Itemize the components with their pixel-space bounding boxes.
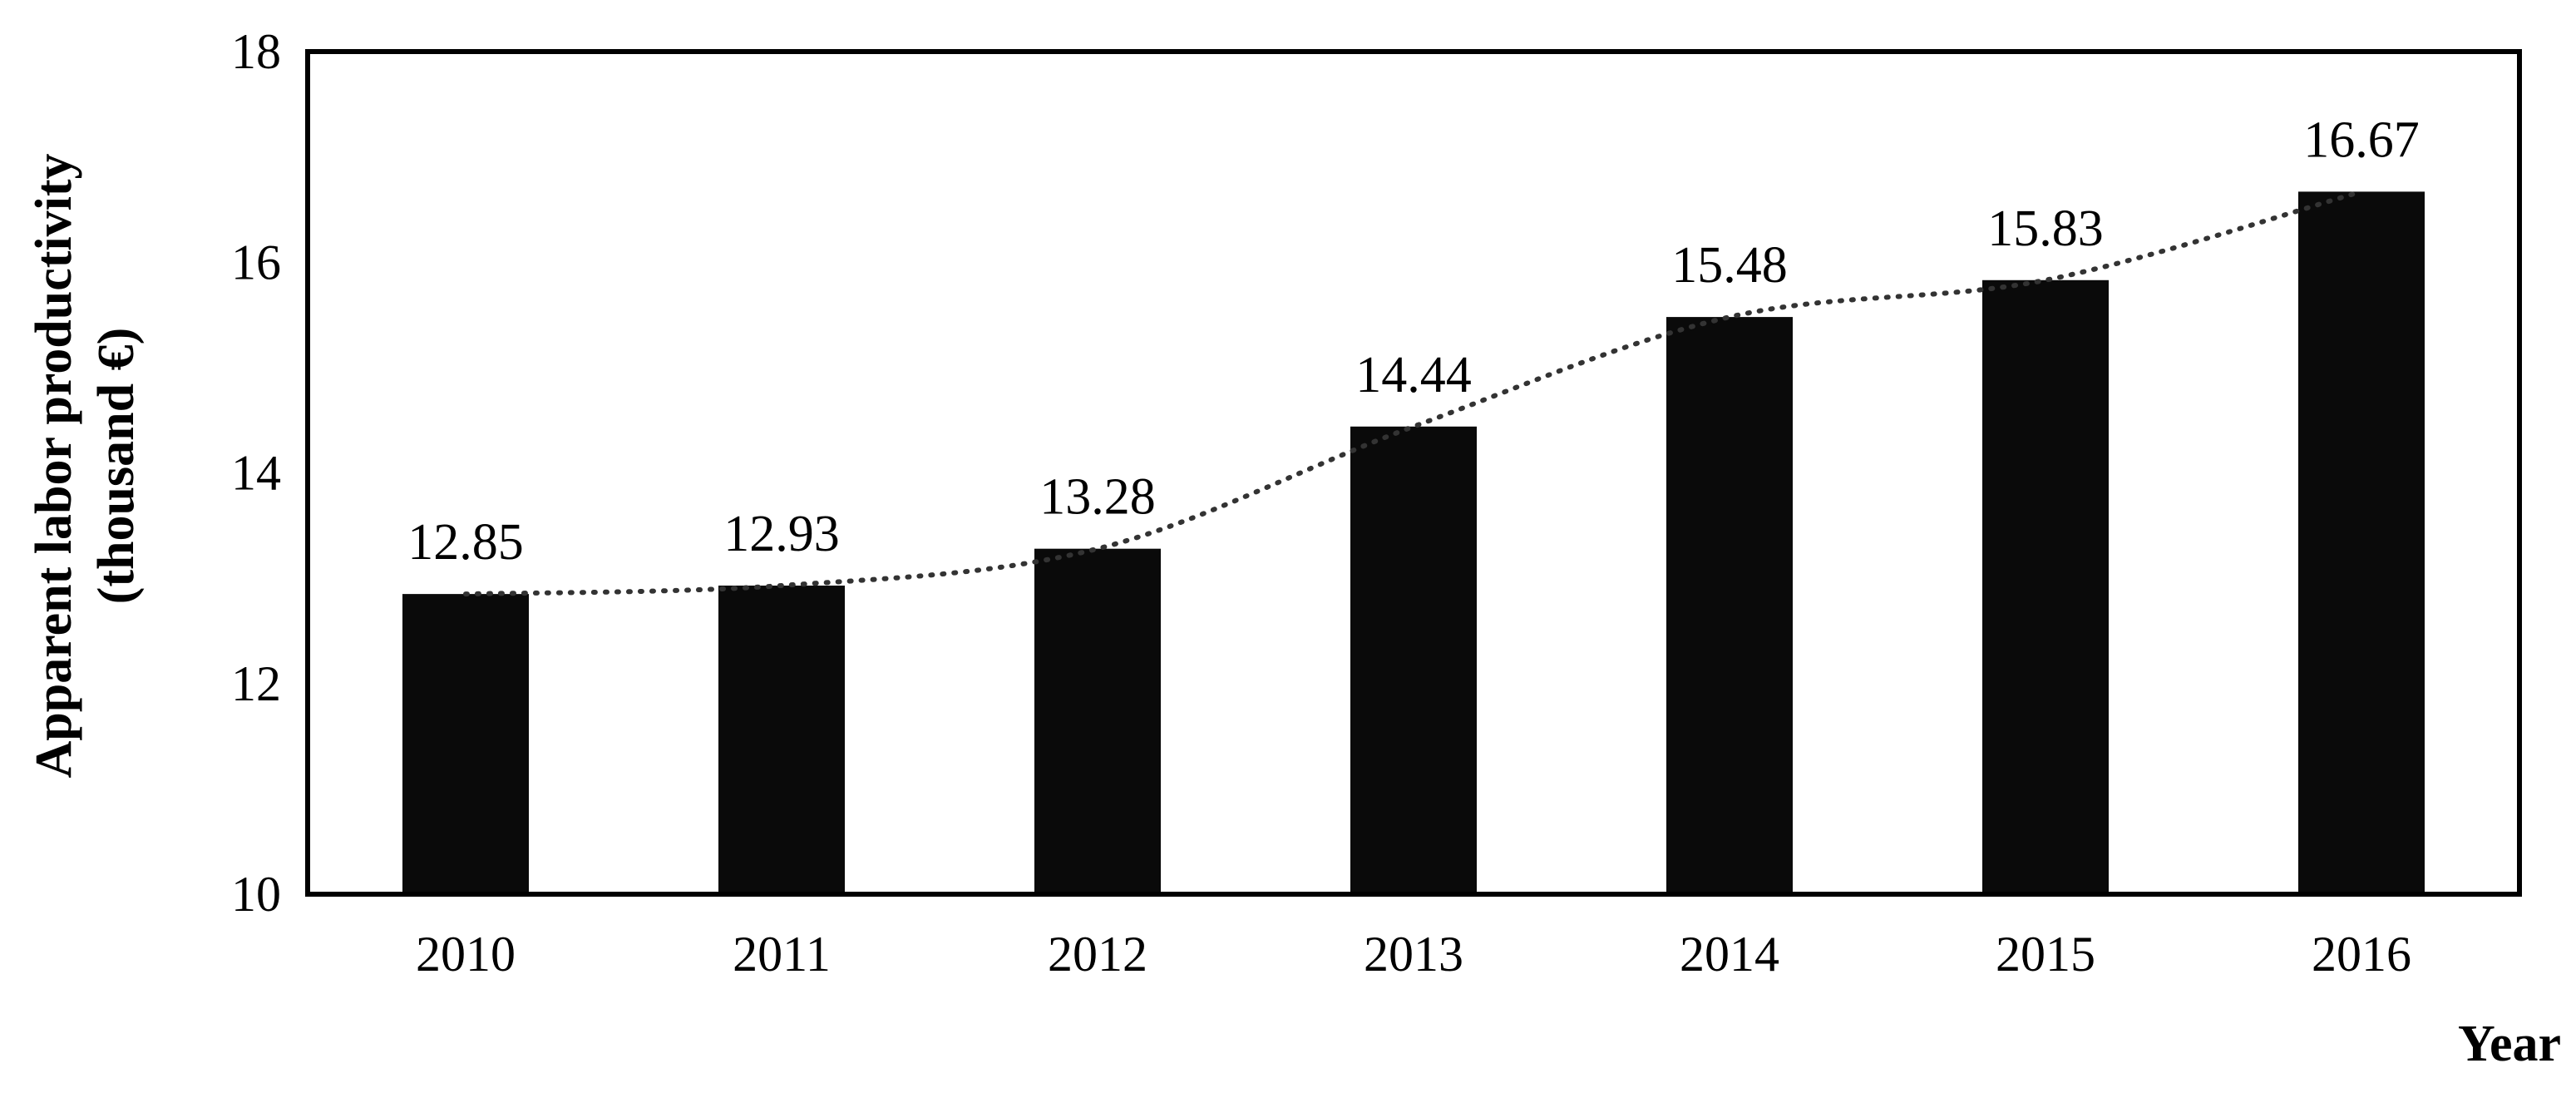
bar-2014 <box>1666 317 1793 895</box>
y-tick-label-10: 10 <box>231 867 281 922</box>
data-label-2013: 14.44 <box>1355 347 1472 403</box>
data-labels: 12.85 12.93 13.28 14.44 15.48 15.83 16.67 <box>407 111 2420 571</box>
y-tick-label-16: 16 <box>231 235 281 289</box>
x-tick-label-2013: 2013 <box>1364 927 1463 982</box>
plot-area-frame <box>305 49 2522 897</box>
x-axis-ticks: 2010 2011 2012 2013 2014 2015 2016 <box>416 927 2411 982</box>
bar-2016 <box>2298 191 2425 894</box>
data-label-2010: 12.85 <box>407 514 524 571</box>
data-label-2012: 13.28 <box>1039 469 1156 526</box>
bar-2013 <box>1350 426 1477 894</box>
x-tick-label-2016: 2016 <box>2312 927 2411 982</box>
y-axis-title-line-1: Apparent labor productivity <box>26 154 82 779</box>
bar-2012 <box>1034 548 1161 894</box>
y-tick-label-14: 14 <box>231 446 281 501</box>
x-tick-label-2014: 2014 <box>1680 927 1779 982</box>
x-axis-title: Year <box>2458 1016 2561 1072</box>
x-tick-label-2015: 2015 <box>1996 927 2095 982</box>
y-tick-label-18: 18 <box>231 24 281 79</box>
data-label-2014: 15.48 <box>1671 237 1788 294</box>
data-label-2016: 16.67 <box>2303 111 2420 168</box>
y-axis-ticks: 10 12 14 16 18 <box>231 24 281 922</box>
bar-2011 <box>718 585 845 894</box>
data-label-2015: 15.83 <box>1987 200 2104 257</box>
bar-2010 <box>402 594 529 894</box>
x-tick-label-2011: 2011 <box>733 927 831 982</box>
trendline <box>463 189 2364 597</box>
data-label-2011: 12.93 <box>723 506 840 562</box>
y-axis-title-line-2: (thousand €) <box>88 328 145 605</box>
bar-2015 <box>1982 279 2109 894</box>
x-tick-label-2010: 2010 <box>416 927 516 982</box>
x-tick-label-2012: 2012 <box>1048 927 1147 982</box>
bars-group <box>402 191 2425 895</box>
y-tick-label-12: 12 <box>231 656 281 711</box>
